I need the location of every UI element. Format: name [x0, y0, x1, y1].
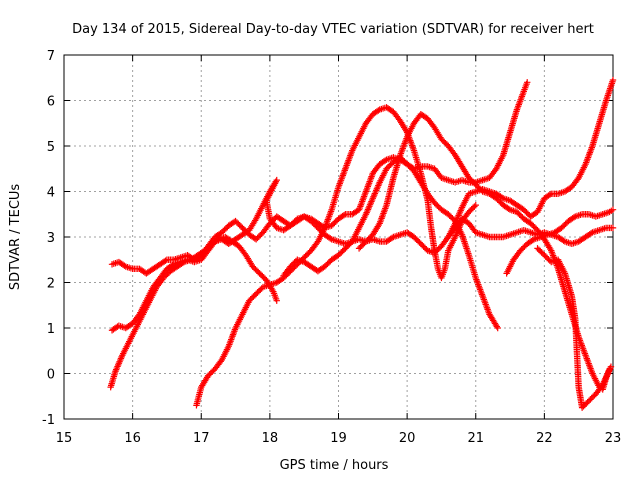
data-point	[471, 203, 478, 210]
series-s3	[107, 233, 280, 391]
data-point	[273, 297, 280, 304]
data-point	[505, 205, 512, 212]
data-point	[494, 324, 501, 332]
data-point	[217, 358, 224, 365]
series-s6	[355, 110, 615, 393]
y-tick-label: 5	[47, 140, 55, 155]
data-point	[609, 206, 617, 213]
x-axis: 15 16 17 18 19 20 21 22 23	[56, 55, 622, 446]
data-point	[570, 214, 578, 221]
data-point	[609, 224, 617, 232]
x-tick-label: 20	[399, 431, 416, 446]
data-point	[609, 76, 617, 84]
x-tick-label: 19	[330, 431, 347, 446]
x-tick-label: 15	[56, 431, 73, 446]
data-point	[524, 79, 531, 86]
y-tick-label: 0	[47, 368, 55, 383]
x-tick-label: 17	[193, 431, 210, 446]
series-s2	[108, 79, 531, 334]
y-tick-label: 4	[47, 186, 55, 201]
y-tick-label: 6	[47, 95, 55, 110]
series-s9	[534, 245, 613, 411]
data-point	[162, 257, 169, 264]
data-point	[560, 237, 567, 244]
y-axis: -1 0 1 2 3 4 5 6 7	[42, 49, 613, 428]
data-point	[546, 191, 554, 198]
x-tick-label: 21	[467, 431, 484, 446]
data-series	[107, 76, 617, 411]
data-point	[472, 201, 479, 209]
data-point	[606, 365, 613, 373]
data-point	[498, 194, 506, 201]
data-point	[381, 157, 389, 164]
y-tick-label: 7	[47, 49, 55, 64]
grid-lines	[64, 55, 613, 419]
x-tick-label: 22	[536, 431, 553, 446]
x-tick-label: 18	[262, 431, 279, 446]
chart-title: Day 134 of 2015, Sidereal Day-to-day VTE…	[72, 22, 594, 37]
x-tick-label: 16	[124, 431, 141, 446]
y-tick-label: 1	[47, 322, 55, 337]
data-point	[327, 235, 334, 242]
data-point	[491, 167, 499, 174]
series-s7	[445, 76, 617, 241]
data-point	[493, 323, 500, 330]
data-point	[587, 230, 595, 237]
x-axis-label: GPS time / hours	[280, 458, 389, 473]
series-s8	[503, 206, 617, 277]
data-point	[313, 239, 320, 247]
x-tick-label: 23	[605, 431, 622, 446]
y-tick-label: 3	[47, 231, 55, 246]
data-point	[375, 107, 382, 114]
y-tick-label: -1	[42, 413, 55, 428]
data-point	[529, 236, 536, 244]
data-point	[340, 211, 348, 219]
y-tick-label: 2	[47, 277, 55, 292]
y-axis-label: SDTVAR / TECUs	[8, 184, 23, 291]
data-point	[574, 176, 581, 183]
data-point	[213, 236, 221, 244]
data-point	[121, 262, 128, 269]
data-point	[179, 259, 186, 267]
data-point	[388, 234, 396, 242]
